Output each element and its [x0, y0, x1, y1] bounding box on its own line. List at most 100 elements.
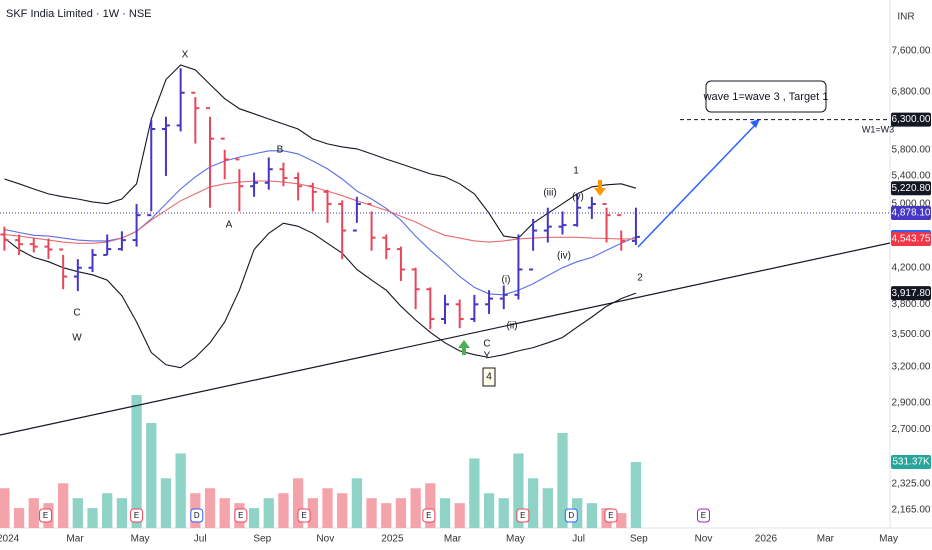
volume-bar — [381, 503, 392, 528]
indicator-layer — [4, 64, 637, 369]
volume-bar — [498, 498, 509, 528]
wave-label: B — [277, 145, 284, 156]
target-box — [705, 80, 827, 113]
price-label-box — [891, 181, 931, 196]
wave-label: C — [73, 308, 80, 319]
wave-label: X — [182, 50, 189, 61]
event-label: E — [134, 511, 139, 520]
volume-bar — [146, 423, 157, 528]
wave-label: (v) — [572, 192, 584, 203]
projection-arrow — [637, 119, 760, 248]
volume-bar — [292, 478, 304, 528]
projection-line — [637, 121, 759, 248]
event-label: E — [301, 511, 306, 520]
volume-bar — [263, 498, 274, 528]
x-tick-label: Sep — [253, 534, 271, 545]
volume-label: 531.37K — [892, 457, 930, 468]
volume-bar — [586, 503, 598, 528]
volume-bar — [395, 498, 407, 528]
volume-bar — [219, 498, 230, 528]
volume-bar — [278, 493, 289, 528]
event-marker — [696, 508, 710, 523]
wave-label: C — [483, 339, 490, 350]
x-tick-label: 2025 — [381, 534, 404, 545]
event-label: E — [520, 511, 525, 520]
lower-band — [4, 222, 637, 369]
y-tick-label: 5,800.00 — [892, 144, 931, 155]
y-tick-label: 2,700.00 — [892, 424, 931, 435]
volume-bar — [307, 498, 318, 528]
wave-label: (iii) — [543, 188, 556, 199]
volume-bar — [454, 503, 465, 528]
event-marker — [297, 508, 311, 523]
volume-bar — [616, 513, 627, 528]
price-label: 4,543.75 — [892, 234, 931, 245]
event-marker — [234, 508, 248, 523]
buy-arrow — [458, 340, 470, 355]
volume-label-box — [891, 454, 931, 469]
price-label-box — [891, 231, 931, 246]
wave-label: 4 — [486, 372, 492, 383]
price-label-box — [891, 206, 931, 221]
wave-label: W — [72, 333, 82, 344]
event-marker — [516, 508, 530, 523]
upper-band — [4, 64, 637, 239]
volume-bar — [410, 488, 421, 528]
volume-bar — [204, 488, 216, 528]
volume-bar — [160, 478, 172, 528]
x-tick-label: Mar — [444, 534, 462, 545]
axis-layer: 7,600.00 6,800.00 5,800.00 5,400.00 5,000.00… — [0, 46, 931, 545]
wave-label: A — [226, 220, 233, 231]
volume-bar — [337, 493, 348, 528]
wave-label: Y — [484, 351, 491, 362]
event-marker — [422, 508, 436, 523]
x-tick-label: May — [131, 534, 150, 545]
event-marker — [564, 508, 578, 523]
x-tick-label: 2026 — [755, 534, 778, 545]
event-marker — [190, 508, 204, 523]
y-tick-label: 3,800.00 — [892, 299, 931, 310]
volume-bar — [87, 508, 98, 528]
wave-label: 2 — [637, 273, 643, 284]
price-label-box — [891, 286, 931, 301]
arrow-head — [750, 119, 760, 128]
volume-bar — [542, 488, 553, 528]
currency-label: INR — [897, 12, 914, 23]
y-tick-label: 2,900.00 — [892, 398, 931, 409]
wave-label: (iv) — [557, 251, 571, 262]
volume-bar — [13, 508, 25, 528]
volume-bar — [0, 488, 10, 528]
volume-bar — [527, 478, 539, 528]
target-text: wave 1=wave 3 , Target 1 — [703, 91, 829, 103]
moving-average — [4, 150, 637, 296]
y-tick-label: 7,600.00 — [892, 46, 931, 57]
volume-layer — [0, 395, 642, 528]
x-tick-label: Nov — [695, 534, 713, 545]
volume-bar — [131, 395, 142, 528]
price-label-box — [891, 112, 931, 127]
volume-bar — [630, 461, 642, 528]
volume-bar — [72, 498, 83, 528]
x-tick-label: Mar — [66, 534, 84, 545]
event-label: D — [194, 511, 200, 520]
event-label: E — [608, 511, 613, 520]
wave-label: (ii) — [506, 321, 517, 332]
x-tick-label: Jul — [194, 534, 207, 545]
y-tick-label: 2,325.00 — [892, 478, 931, 489]
volume-bar — [513, 453, 524, 528]
volume-bar — [557, 432, 568, 528]
y-tick-label: 4,200.00 — [892, 262, 931, 273]
volume-bar — [439, 498, 451, 528]
y-tick-label: 3,200.00 — [892, 362, 931, 373]
sell-arrow — [594, 180, 606, 196]
x-tick-label: May — [506, 534, 525, 545]
volume-bar — [175, 453, 186, 528]
event-marker — [130, 508, 144, 523]
volume-bar — [483, 493, 495, 528]
chart-title: SKF India Limited · 1W · NSE — [6, 8, 152, 20]
y-tick-label: 2,165.00 — [892, 504, 931, 515]
price-label: 5,220.80 — [892, 183, 931, 194]
volume-bar — [248, 508, 260, 528]
y-tick-label: 5,000.00 — [892, 199, 931, 210]
